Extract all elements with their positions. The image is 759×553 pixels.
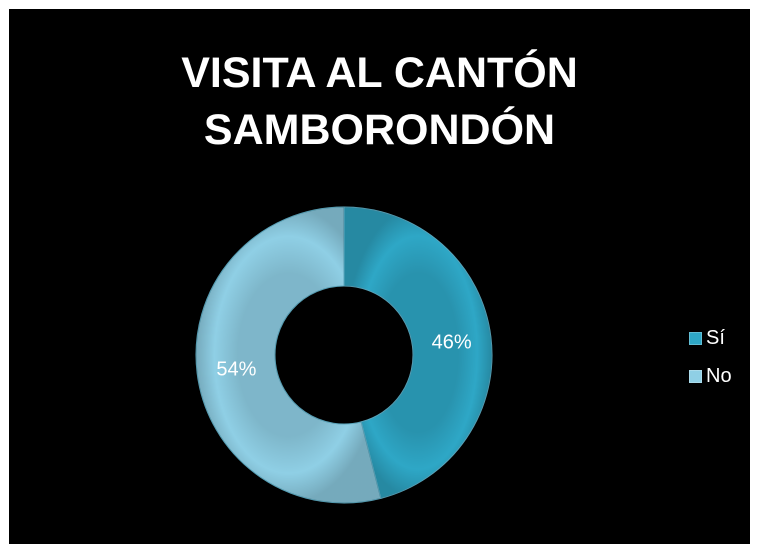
data-label-si: 46% [432, 331, 472, 353]
donut-chart: 46% 54% [195, 206, 493, 504]
legend-item-si: Sí [689, 319, 732, 357]
donut-slice-shading [344, 207, 493, 499]
data-label-no: 54% [216, 359, 256, 381]
legend-item-no: No [689, 357, 732, 395]
chart-area: VISITA AL CANTÓN SAMBORONDÓN 46% 54% Sí N… [9, 9, 750, 544]
chart-title-line-2: SAMBORONDÓN [203, 106, 556, 154]
chart-title-line-1: VISITA AL CANTÓN [181, 49, 578, 97]
donut-slice-shading [196, 207, 381, 503]
legend-label-si: Sí [706, 326, 725, 349]
legend-swatch-no [689, 369, 702, 383]
chart-legend: Sí No [689, 319, 732, 395]
chart-title: VISITA AL CANTÓN SAMBORONDÓN [9, 45, 750, 159]
legend-label-no: No [706, 364, 732, 387]
legend-swatch-si [689, 331, 702, 345]
